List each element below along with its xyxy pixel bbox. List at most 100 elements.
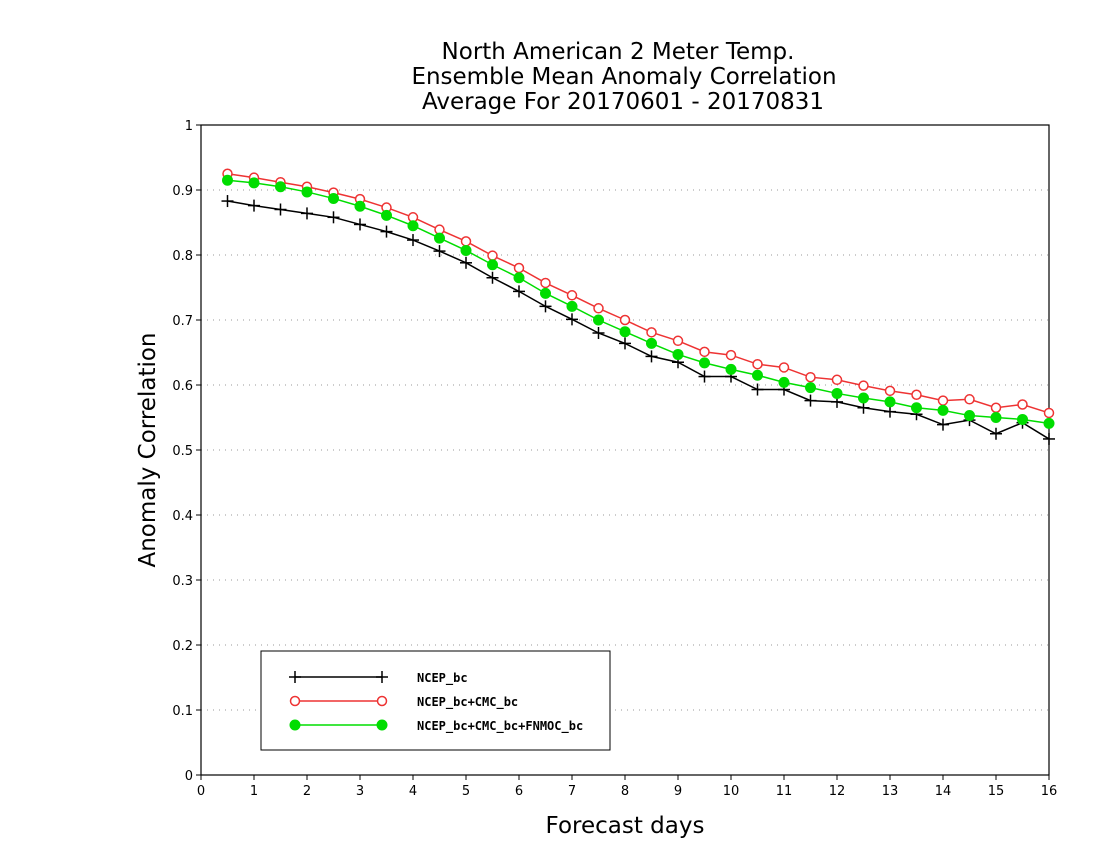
title-line-2: Ensemble Mean Anomaly Correlation xyxy=(411,64,836,90)
data-point-plus xyxy=(248,199,260,212)
data-point-filled-circle xyxy=(381,209,392,221)
x-tick-label: 5 xyxy=(462,784,470,799)
legend-entry: NCEP_bc xyxy=(289,671,468,686)
y-tick-label: 0.1 xyxy=(172,704,193,719)
series-line xyxy=(227,173,1050,414)
data-point-plus xyxy=(354,218,366,231)
data-point-plus xyxy=(433,245,446,258)
x-tick-label: 3 xyxy=(356,784,364,799)
data-point-open-circle xyxy=(460,236,472,247)
data-point-filled-circle xyxy=(672,348,684,360)
data-point-plus xyxy=(751,383,764,396)
data-point-open-circle xyxy=(805,371,816,383)
data-point-plus xyxy=(486,271,499,284)
data-point-filled-circle xyxy=(289,719,301,731)
data-point-filled-circle xyxy=(407,220,419,232)
data-point-plus xyxy=(539,300,552,313)
data-point-filled-circle xyxy=(566,300,578,312)
y-tick-label: 0.3 xyxy=(172,574,193,589)
data-point-open-circle xyxy=(858,380,869,391)
data-point-plus xyxy=(884,405,896,418)
data-point-plus xyxy=(804,394,817,407)
data-point-plus xyxy=(513,285,525,298)
title-line-1: North American 2 Meter Temp. xyxy=(442,39,795,65)
series-1 xyxy=(222,168,1055,419)
x-tick-label: 11 xyxy=(776,784,793,799)
data-point-filled-circle xyxy=(487,259,498,271)
y-axis-label: Anomaly Correlation xyxy=(135,332,161,567)
legend-entry: NCEP_bc+CMC_bc xyxy=(289,695,518,710)
data-point-filled-circle xyxy=(752,369,763,381)
data-point-filled-circle xyxy=(884,396,896,408)
data-point-plus xyxy=(460,256,472,269)
data-point-filled-circle xyxy=(434,232,445,244)
data-point-open-circle xyxy=(289,695,301,707)
data-point-open-circle xyxy=(778,362,790,373)
x-tick-label: 8 xyxy=(621,784,629,799)
series-line xyxy=(227,179,1050,425)
x-tick-label: 14 xyxy=(935,784,952,799)
legend: NCEP_bc NCEP_bc+CMC_bc NCEP_bc+CMC_bc+FNMO… xyxy=(260,650,611,751)
data-point-filled-circle xyxy=(937,404,949,416)
data-point-open-circle xyxy=(964,394,975,405)
data-point-open-circle xyxy=(831,374,843,386)
data-point-open-circle xyxy=(566,290,578,301)
x-tick-label: 2 xyxy=(303,784,311,799)
data-point-open-circle xyxy=(752,358,763,370)
data-point-plus xyxy=(274,203,287,216)
y-tick-label: 1 xyxy=(185,119,193,134)
y-tick-label: 0.4 xyxy=(172,509,193,524)
x-tick-label: 1 xyxy=(250,784,258,799)
data-point-filled-circle xyxy=(805,382,816,394)
data-point-filled-circle xyxy=(619,326,631,338)
data-point-plus xyxy=(380,225,393,238)
data-point-plus xyxy=(645,350,658,363)
data-point-plus xyxy=(857,401,870,414)
data-point-filled-circle xyxy=(222,174,233,186)
data-point-open-circle xyxy=(376,695,388,707)
legend-label: NCEP_bc xyxy=(417,671,468,686)
data-point-filled-circle xyxy=(513,272,525,284)
data-point-filled-circle xyxy=(328,192,339,204)
legend-label: NCEP_bc+CMC_bc xyxy=(417,695,518,710)
y-tick-label: 0.9 xyxy=(172,184,193,199)
data-point-plus xyxy=(327,211,340,224)
data-point-filled-circle xyxy=(354,200,366,212)
data-point-open-circle xyxy=(884,385,896,397)
data-point-plus xyxy=(990,427,1002,440)
x-tick-label: 15 xyxy=(988,784,1005,799)
x-axis-label: Forecast days xyxy=(546,813,705,839)
data-point-plus xyxy=(407,234,419,247)
data-point-filled-circle xyxy=(1017,413,1028,425)
data-point-open-circle xyxy=(619,314,631,326)
x-axis: 0 1 2 3 4 5 6 7 8 9 10 11 12 13 14 15 16 xyxy=(197,775,1057,799)
data-point-open-circle xyxy=(990,402,1002,413)
data-point-open-circle xyxy=(1017,399,1028,410)
data-point-plus xyxy=(301,207,313,220)
data-point-filled-circle xyxy=(725,363,737,375)
y-tick-label: 0.6 xyxy=(172,379,193,394)
data-point-filled-circle xyxy=(964,410,975,422)
data-point-filled-circle xyxy=(911,402,922,414)
data-point-plus xyxy=(619,337,631,350)
y-tick-label: 0.2 xyxy=(172,639,193,654)
data-point-open-circle xyxy=(646,327,657,338)
data-point-filled-circle xyxy=(275,181,286,193)
legend-entry: NCEP_bc+CMC_bc+FNMOC_bc xyxy=(289,719,583,734)
x-tick-label: 0 xyxy=(197,784,205,799)
data-point-filled-circle xyxy=(248,177,260,189)
data-point-plus xyxy=(1043,432,1055,445)
data-point-filled-circle xyxy=(990,412,1002,423)
series-2 xyxy=(222,174,1055,429)
data-point-filled-circle xyxy=(831,387,843,399)
data-point-open-circle xyxy=(911,389,922,400)
gridlines xyxy=(201,189,1049,711)
x-tick-label: 12 xyxy=(829,784,846,799)
data-point-plus xyxy=(289,671,301,683)
data-point-open-circle xyxy=(699,346,710,358)
y-tick-label: 0.8 xyxy=(172,249,193,264)
y-tick-label: 0 xyxy=(185,769,193,784)
data-point-open-circle xyxy=(593,303,604,314)
data-point-filled-circle xyxy=(593,314,604,326)
